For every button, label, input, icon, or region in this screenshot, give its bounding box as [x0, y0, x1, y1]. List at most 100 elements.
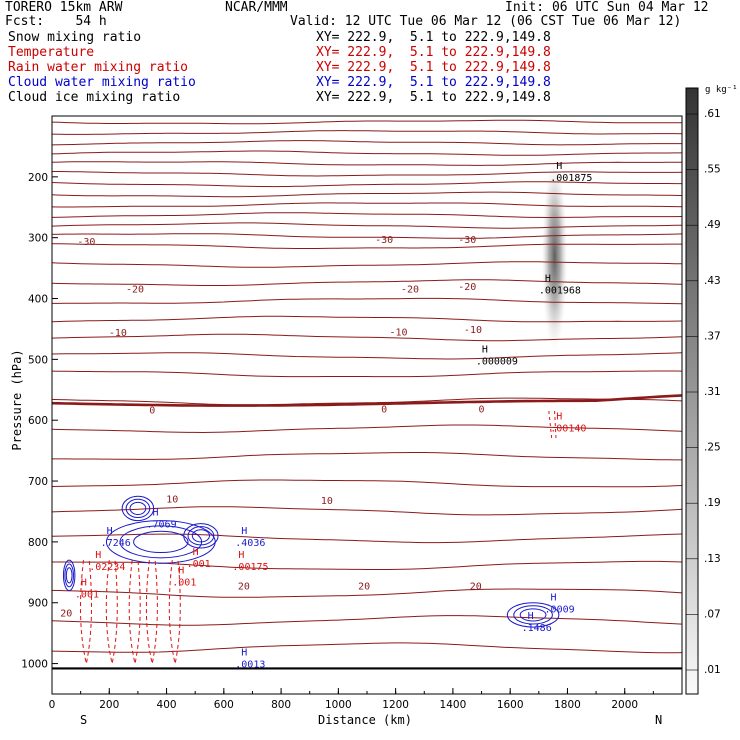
y-tick-label: 400	[28, 294, 48, 306]
cloud-water-contour	[125, 498, 151, 519]
max-value-label: .4036	[235, 538, 265, 549]
max-marker: H	[238, 550, 244, 561]
y-axis-label: Pressure (hPa)	[10, 349, 24, 451]
cloud-water-contour	[62, 559, 76, 592]
max-marker: H	[178, 565, 184, 576]
xy-cloud-water: XY= 222.9, 5.1 to 222.9,149.8	[316, 75, 551, 90]
max-value-label: .1486	[522, 623, 552, 634]
colorbar-tick-label: .43	[704, 275, 721, 287]
cloud-water-contour	[121, 495, 155, 522]
isotherm-line	[51, 352, 683, 360]
snow-shading	[541, 160, 568, 351]
max-value-label: .7246	[101, 538, 131, 549]
cloud-water-contour	[129, 501, 147, 516]
max-marker: H	[545, 273, 551, 284]
x-axis-label: Distance (km)	[318, 713, 412, 727]
isotherm-line	[51, 233, 683, 239]
cloud-water-contour	[133, 530, 189, 554]
cloud-water-contour	[191, 529, 210, 543]
colorbar-tick-label: .19	[704, 497, 721, 509]
x-tick-label: 600	[214, 699, 234, 711]
north-label: N	[655, 713, 663, 727]
cloud-water-contour	[105, 520, 216, 564]
y-tick-label: 800	[28, 537, 48, 549]
cloud-water-contour	[183, 523, 219, 549]
x-tick-label: 1200	[382, 699, 409, 711]
isotherm-line	[51, 315, 683, 323]
isotherm-line	[51, 397, 683, 406]
max-marker: H	[528, 611, 534, 622]
isotherm-line	[52, 560, 683, 570]
isotherm-line	[51, 279, 683, 286]
init-time: Init: 06 UTC Sun 04 Mar 12	[505, 0, 709, 15]
isotherm-line	[51, 479, 683, 488]
x-tick-label: 0	[49, 699, 56, 711]
y-tick-label: 500	[28, 354, 48, 366]
colorbar-tick-label: .25	[704, 442, 721, 454]
x-tick-label: 200	[99, 699, 119, 711]
max-marker: H	[551, 593, 557, 604]
isotherm-label: 0	[479, 404, 485, 415]
south-label: S	[80, 713, 88, 727]
max-marker: H	[81, 578, 87, 589]
max-value-label: .00140	[550, 423, 586, 434]
isotherm-line	[51, 333, 683, 342]
max-value-label: .7069	[147, 520, 177, 531]
isotherm-line	[51, 191, 683, 198]
isotherm-label: -30	[375, 235, 393, 246]
isotherm-label: 20	[238, 581, 250, 592]
xy-cloud-ice: XY= 222.9, 5.1 to 222.9,149.8	[316, 90, 551, 105]
isotherm-label: 20	[470, 581, 482, 592]
max-value-label: .0009	[545, 605, 575, 616]
isotherm-label: -20	[401, 284, 419, 295]
max-value-label: .00175	[232, 562, 268, 573]
cloud-water-contour	[506, 602, 560, 628]
colorbar-tick-label: .55	[704, 164, 721, 176]
plot-frame	[51, 115, 683, 695]
max-marker: H	[153, 508, 159, 519]
isotherm-line	[51, 181, 682, 188]
xy-snow: XY= 222.9, 5.1 to 222.9,149.8	[316, 30, 551, 45]
isotherm-label: 20	[358, 581, 370, 592]
isotherm-line	[51, 370, 683, 378]
x-tick-label: 1800	[554, 699, 581, 711]
isotherm-label: 0	[381, 404, 387, 415]
rain-water-contour	[80, 560, 92, 664]
cloud-water-contour	[64, 563, 74, 588]
y-tick-label: 1000	[21, 659, 48, 671]
valid-time: Valid: 12 UTC Tue 06 Mar 12 (06 CST Tue …	[290, 14, 682, 29]
colorbar-tick-label: .31	[704, 386, 721, 398]
max-value-label: .000009	[476, 357, 518, 368]
isotherm-line	[51, 222, 683, 229]
colorbar-tick-label: .07	[704, 608, 721, 620]
rain-water-contour	[128, 560, 141, 664]
isotherm-line	[51, 202, 683, 208]
cloud-water-contour	[119, 525, 203, 559]
rain-water-contour	[548, 411, 557, 439]
isotherm-line	[51, 533, 683, 544]
y-tick-label: 900	[28, 598, 48, 610]
isotherm-label: -20	[458, 282, 476, 293]
field-rain: Rain water mixing ratio	[8, 60, 189, 75]
isotherm-line	[51, 588, 683, 598]
max-marker: H	[241, 647, 247, 658]
max-value-label: .001968	[539, 285, 581, 296]
x-tick-label: 1000	[325, 699, 352, 711]
isotherm-line	[52, 452, 682, 461]
isotherm-line	[51, 243, 682, 249]
xy-rain: XY= 222.9, 5.1 to 222.9,149.8	[316, 60, 551, 75]
rain-water-contour	[105, 560, 118, 664]
isotherm-label: 10	[166, 494, 178, 505]
xy-temperature: XY= 222.9, 5.1 to 222.9,149.8	[316, 45, 551, 60]
colorbar-tick-label: .13	[704, 553, 721, 565]
field-cloud-water: Cloud water mixing ratio	[8, 75, 196, 90]
isotherm-line	[51, 140, 682, 146]
cloud-water-contour	[65, 567, 73, 584]
max-marker: H	[556, 161, 562, 172]
colorbar-tick-label: .37	[704, 330, 721, 342]
max-value-label: .001875	[550, 173, 592, 184]
y-tick-label: 600	[28, 415, 48, 427]
colorbar-tick-label: .49	[704, 219, 721, 231]
colorbar	[685, 87, 699, 695]
y-tick-label: 700	[28, 476, 48, 488]
